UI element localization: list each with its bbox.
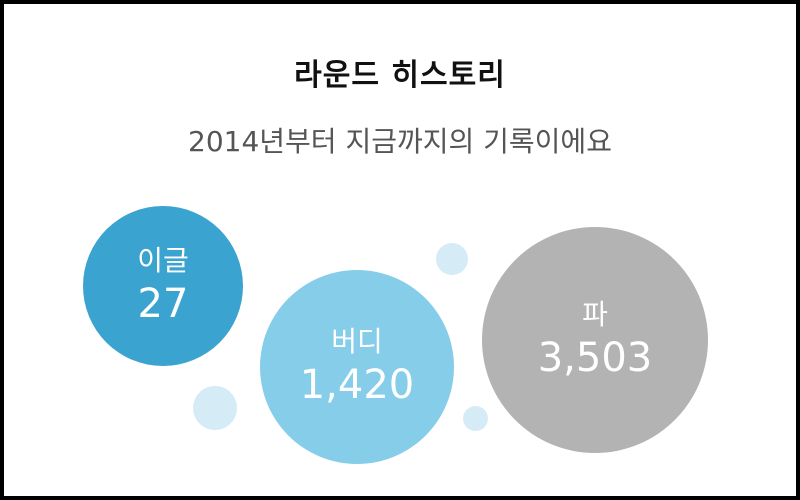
decorative-dot-bottom bbox=[463, 406, 488, 431]
par-label: 파 bbox=[582, 298, 608, 331]
birdie-stat-bubble: 버디 1,420 bbox=[260, 270, 454, 464]
par-count: 3,503 bbox=[537, 335, 653, 381]
decorative-dot-top bbox=[436, 243, 468, 275]
par-stat-bubble: 파 3,503 bbox=[482, 227, 708, 453]
card-subtitle: 2014년부터 지금까지의 기록이에요 bbox=[188, 125, 612, 158]
eagle-stat-bubble: 이글 27 bbox=[83, 206, 243, 366]
eagle-label: 이글 bbox=[137, 244, 189, 277]
eagle-count: 27 bbox=[137, 281, 189, 327]
decorative-dot-left bbox=[193, 386, 237, 430]
card-title: 라운드 히스토리 bbox=[294, 58, 506, 93]
birdie-label: 버디 bbox=[331, 325, 383, 358]
birdie-count: 1,420 bbox=[299, 362, 415, 408]
